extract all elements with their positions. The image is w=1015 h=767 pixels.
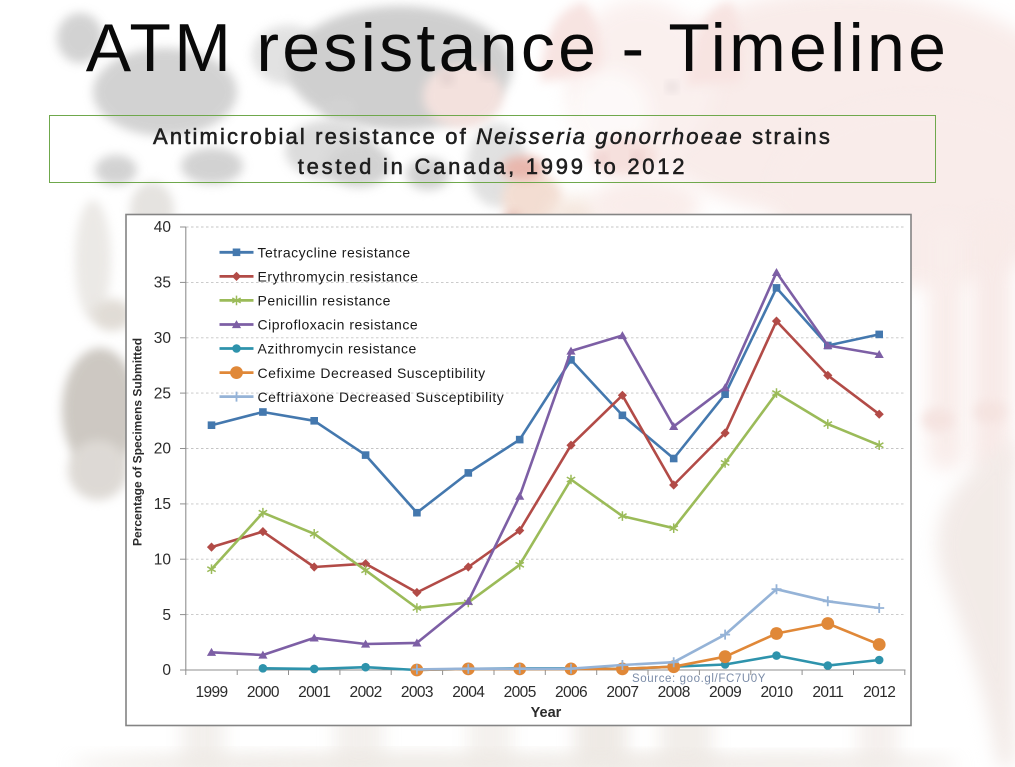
svg-text:30: 30	[154, 330, 172, 347]
svg-text:Tetracycline resistance: Tetracycline resistance	[258, 245, 411, 261]
svg-text:2000: 2000	[247, 684, 280, 701]
svg-text:1999: 1999	[195, 684, 227, 701]
svg-text:5: 5	[162, 607, 171, 624]
svg-text:2012: 2012	[863, 684, 895, 701]
svg-text:40: 40	[154, 219, 172, 236]
svg-text:Erythromycin resistance: Erythromycin resistance	[258, 269, 419, 285]
svg-text:2004: 2004	[452, 684, 485, 701]
svg-text:2003: 2003	[401, 684, 433, 701]
svg-text:2001: 2001	[298, 684, 330, 701]
svg-text:2006: 2006	[555, 684, 587, 701]
svg-text:Ciprofloxacin resistance: Ciprofloxacin resistance	[258, 317, 419, 333]
svg-text:Cefixime Decreased Susceptibil: Cefixime Decreased Susceptibility	[258, 365, 486, 381]
svg-text:2011: 2011	[812, 684, 843, 701]
svg-text:Azithromycin resistance: Azithromycin resistance	[258, 341, 417, 357]
svg-text:Year: Year	[531, 705, 562, 721]
svg-text:20: 20	[154, 441, 172, 458]
svg-text:2009: 2009	[709, 684, 741, 701]
svg-text:Penicillin resistance: Penicillin resistance	[258, 293, 391, 309]
svg-text:2005: 2005	[504, 684, 536, 701]
svg-text:2007: 2007	[606, 684, 638, 701]
svg-text:Ceftriaxone Decreased Suscepti: Ceftriaxone Decreased Susceptibility	[258, 389, 505, 405]
svg-text:2008: 2008	[658, 684, 690, 701]
svg-text:0: 0	[162, 662, 171, 679]
svg-text:25: 25	[154, 385, 171, 402]
svg-text:Source: goo.gl/FC7U0Y: Source: goo.gl/FC7U0Y	[632, 673, 766, 685]
svg-text:2002: 2002	[350, 684, 382, 701]
svg-text:2010: 2010	[760, 684, 793, 701]
svg-text:10: 10	[154, 551, 172, 568]
svg-text:35: 35	[154, 275, 171, 292]
svg-text:Percentage of Specimens Submit: Percentage of Specimens Submitted	[131, 338, 145, 546]
svg-text:15: 15	[154, 496, 171, 513]
